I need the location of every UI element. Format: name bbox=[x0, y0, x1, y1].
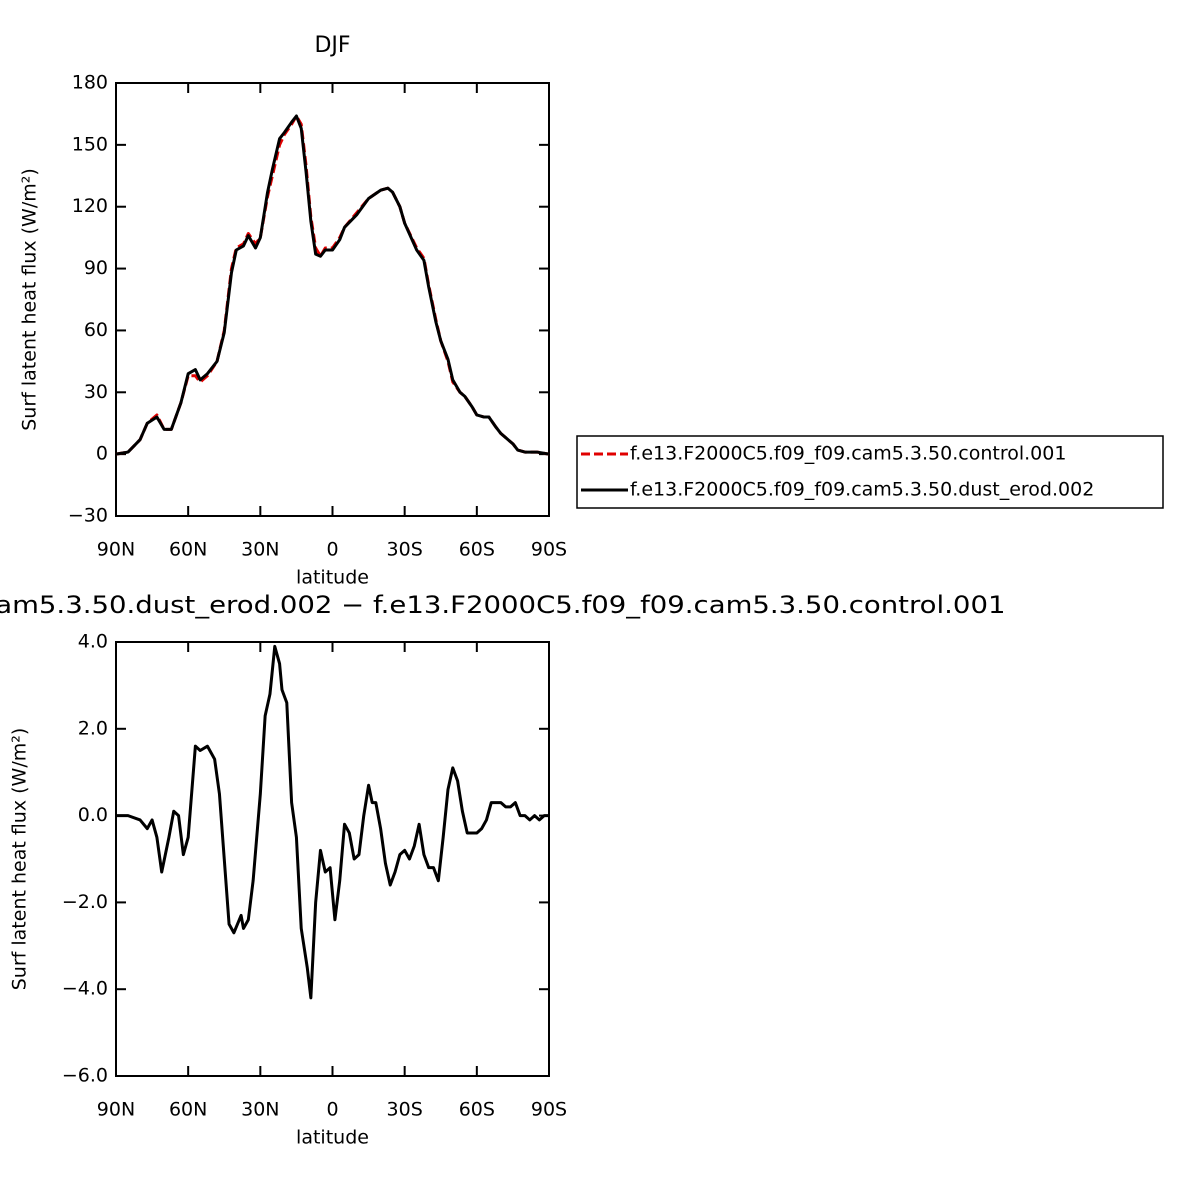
x-axis-label: latitude bbox=[296, 1127, 369, 1149]
y-tick-label: 90 bbox=[84, 257, 108, 279]
data-line bbox=[115, 114, 550, 456]
y-tick-label: 0 bbox=[96, 443, 108, 465]
x-tick-label: 60S bbox=[459, 539, 495, 561]
x-tick-label: 30N bbox=[241, 1099, 279, 1121]
y-tick-label: 0.0 bbox=[78, 804, 108, 826]
x-tick-label: 60N bbox=[169, 539, 207, 561]
x-tick-label: 60N bbox=[169, 1099, 207, 1121]
plot-frame bbox=[115, 82, 550, 517]
data-line bbox=[116, 644, 549, 1000]
y-tick-label: −30 bbox=[68, 505, 108, 527]
y-tick-label: −4.0 bbox=[62, 978, 108, 1000]
y-tick-label: −6.0 bbox=[62, 1065, 108, 1087]
x-tick-label: 30N bbox=[241, 539, 279, 561]
x-tick-label: 30S bbox=[387, 1099, 423, 1121]
y-axis-label: Surf latent heat flux (W/m²) bbox=[19, 168, 41, 431]
x-tick-label: 30S bbox=[387, 539, 423, 561]
x-tick-label: 0 bbox=[326, 539, 338, 561]
y-axis-label: Surf latent heat flux (W/m²) bbox=[9, 728, 31, 991]
x-tick-label: 90N bbox=[97, 1099, 135, 1121]
y-tick-label: 120 bbox=[72, 195, 108, 217]
x-tick-label: 0 bbox=[326, 1099, 338, 1121]
plot-frame bbox=[115, 641, 550, 1077]
legend-box bbox=[576, 435, 1164, 509]
y-tick-label: 30 bbox=[84, 381, 108, 403]
legend-label: f.e13.F2000C5.f09_f09.cam5.3.50.dust_ero… bbox=[630, 479, 1094, 501]
y-tick-label: 4.0 bbox=[78, 631, 108, 653]
y-tick-label: 180 bbox=[72, 72, 108, 94]
y-tick-label: 2.0 bbox=[78, 717, 108, 739]
legend-label: f.e13.F2000C5.f09_f09.cam5.3.50.control.… bbox=[630, 443, 1066, 465]
y-tick-label: 150 bbox=[72, 133, 108, 155]
x-tick-label: 90S bbox=[531, 1099, 567, 1121]
y-tick-label: 60 bbox=[84, 319, 108, 341]
data-line bbox=[115, 114, 550, 456]
x-tick-label: 90S bbox=[531, 539, 567, 561]
x-tick-label: 60S bbox=[459, 1099, 495, 1121]
x-tick-label: 90N bbox=[97, 539, 135, 561]
chart-title: DJF bbox=[314, 33, 350, 58]
x-axis-label: latitude bbox=[296, 567, 369, 589]
legend: f.e13.F2000C5.f09_f09.cam5.3.50.control.… bbox=[576, 435, 1164, 509]
y-tick-label: −2.0 bbox=[62, 891, 108, 913]
chart-title: f.e13.F2000C5.f09_f09.cam5.3.50.dust_ero… bbox=[0, 591, 1006, 619]
